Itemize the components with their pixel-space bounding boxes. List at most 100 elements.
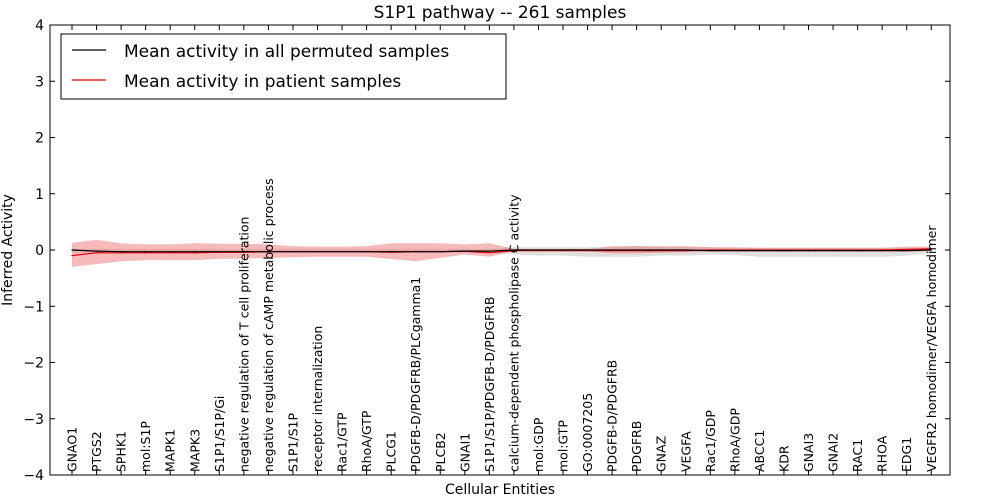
x-tick-label: PTGS2 bbox=[89, 431, 104, 472]
x-tick-label: PDGFB-D/PDGFRB bbox=[605, 360, 620, 472]
point-series-0 bbox=[709, 249, 711, 252]
x-tick-label: S1P1/S1P/PDGFB-D/PDGFRB bbox=[482, 297, 497, 473]
point-series-0 bbox=[145, 251, 147, 253]
y-tick-label: 1 bbox=[35, 187, 44, 203]
point-series-1 bbox=[95, 252, 98, 254]
x-tick-label: GNAZ bbox=[654, 436, 669, 472]
x-tick-label: receptor internalization bbox=[310, 326, 325, 472]
x-tick-label: RhoA/GDP bbox=[727, 408, 742, 472]
x-tick-label: MAPK3 bbox=[187, 429, 202, 472]
point-series-0 bbox=[881, 249, 883, 252]
x-tick-label: RHOA bbox=[875, 435, 890, 472]
point-series-0 bbox=[464, 250, 466, 252]
point-series-0 bbox=[513, 249, 515, 251]
point-series-0 bbox=[537, 249, 540, 251]
x-tick-label: GNAO1 bbox=[65, 427, 80, 472]
y-tick-label: 3 bbox=[35, 74, 44, 90]
point-series-0 bbox=[95, 250, 98, 252]
point-series-0 bbox=[930, 249, 932, 251]
point-series-1 bbox=[194, 252, 196, 254]
x-tick-label: PDGFB-D/PDGFRB/PLCgamma1 bbox=[408, 277, 423, 472]
x-tick-label: S1P1/S1P/Gi bbox=[212, 396, 227, 472]
point-series-0 bbox=[341, 251, 343, 253]
point-series-0 bbox=[636, 249, 638, 251]
x-tick-label: mol:GTP bbox=[556, 420, 571, 472]
point-series-0 bbox=[71, 249, 73, 251]
point-series-0 bbox=[120, 251, 122, 253]
x-tick-label: PLCB2 bbox=[433, 432, 448, 472]
y-tick-label: 0 bbox=[35, 243, 44, 259]
point-series-1 bbox=[930, 248, 932, 250]
x-tick-label: S1P1/S1P bbox=[286, 413, 301, 472]
chart-title: S1P1 pathway -- 261 samples bbox=[374, 3, 627, 23]
legend-label-permuted: Mean activity in all permuted samples bbox=[124, 42, 449, 62]
legend-label-patient: Mean activity in patient samples bbox=[124, 72, 401, 92]
point-series-0 bbox=[267, 251, 269, 253]
point-series-1 bbox=[145, 252, 147, 254]
plot-frame bbox=[49, 24, 951, 476]
y-axis-label: Inferred Activity bbox=[0, 194, 16, 306]
x-tick-label: PDGFRB bbox=[629, 421, 644, 472]
x-tick-label: VEGFR2 homodimer/VEGFA homodimer bbox=[924, 225, 939, 472]
x-axis-ticks: GNAO1 PTGS2 SPHK1 mol:S1P MAPK1 MAPK3 S1P1/S1P… bbox=[65, 25, 939, 475]
point-series-0 bbox=[316, 251, 319, 253]
point-series-0 bbox=[439, 251, 441, 253]
x-tick-label: GNAI3 bbox=[801, 433, 816, 472]
x-tick-label: RhoA/GTP bbox=[359, 410, 374, 472]
point-series-0 bbox=[832, 249, 834, 252]
point-series-1 bbox=[906, 248, 908, 251]
x-tick-label: RAC1 bbox=[850, 439, 865, 472]
point-series-0 bbox=[685, 249, 687, 251]
point-series-0 bbox=[611, 249, 613, 251]
point-series-1 bbox=[488, 252, 490, 254]
y-tick-label: 4 bbox=[35, 18, 44, 34]
point-series-0 bbox=[807, 249, 810, 252]
line-series-0 bbox=[71, 249, 932, 253]
point-series-0 bbox=[783, 249, 785, 252]
x-tick-label: negative regulation of T cell proliferat… bbox=[236, 217, 251, 472]
x-tick-label: PLCG1 bbox=[384, 431, 399, 472]
point-series-1 bbox=[120, 252, 122, 254]
point-series-0 bbox=[758, 249, 761, 252]
y-tick-label: −3 bbox=[23, 412, 44, 428]
x-tick-label: Rac1/GTP bbox=[335, 412, 350, 472]
point-series-1 bbox=[71, 255, 73, 257]
point-series-0 bbox=[488, 250, 490, 252]
y-axis-ticks: −4 −3 −2 −1 0 1 2 3 4 bbox=[23, 18, 950, 484]
x-tick-label: VEGFA bbox=[678, 431, 693, 472]
point-series-0 bbox=[292, 251, 294, 253]
x-tick-label: KDR bbox=[777, 445, 792, 472]
point-series-0 bbox=[169, 251, 171, 253]
point-series-0 bbox=[243, 251, 245, 253]
point-series-0 bbox=[218, 251, 220, 253]
band-series-1 bbox=[72, 239, 932, 267]
point-series-0 bbox=[390, 251, 392, 253]
x-tick-label: calcium-dependent phospholipase C activi… bbox=[506, 194, 521, 472]
point-series-0 bbox=[366, 251, 368, 253]
legend: Mean activity in all permuted samples Me… bbox=[60, 33, 507, 100]
x-tick-label: mol:GDP bbox=[531, 417, 546, 472]
point-series-0 bbox=[857, 249, 859, 252]
x-axis-label: Cellular Entities bbox=[445, 482, 555, 498]
point-series-0 bbox=[415, 251, 417, 253]
x-tick-label: SPHK1 bbox=[114, 431, 129, 472]
y-tick-label: −1 bbox=[23, 299, 44, 315]
point-series-0 bbox=[586, 249, 589, 251]
x-tick-label: ABCC1 bbox=[752, 430, 767, 472]
point-series-0 bbox=[734, 249, 736, 252]
x-tick-label: GNAI2 bbox=[826, 433, 841, 472]
y-tick-label: 2 bbox=[35, 131, 44, 147]
x-tick-label: EDG1 bbox=[899, 437, 914, 472]
legend-box bbox=[60, 33, 507, 100]
point-series-0 bbox=[660, 249, 662, 251]
x-tick-label: GNAI1 bbox=[457, 433, 472, 472]
y-tick-label: −4 bbox=[23, 468, 44, 484]
x-tick-label: negative regulation of cAMP metabolic pr… bbox=[261, 178, 276, 472]
x-tick-label: GO:0007205 bbox=[580, 393, 595, 472]
y-tick-label: −2 bbox=[23, 356, 44, 372]
point-series-0 bbox=[194, 251, 196, 253]
point-series-0 bbox=[562, 249, 564, 251]
x-tick-label: Rac1/GDP bbox=[703, 410, 718, 472]
x-tick-label: mol:S1P bbox=[138, 421, 153, 472]
